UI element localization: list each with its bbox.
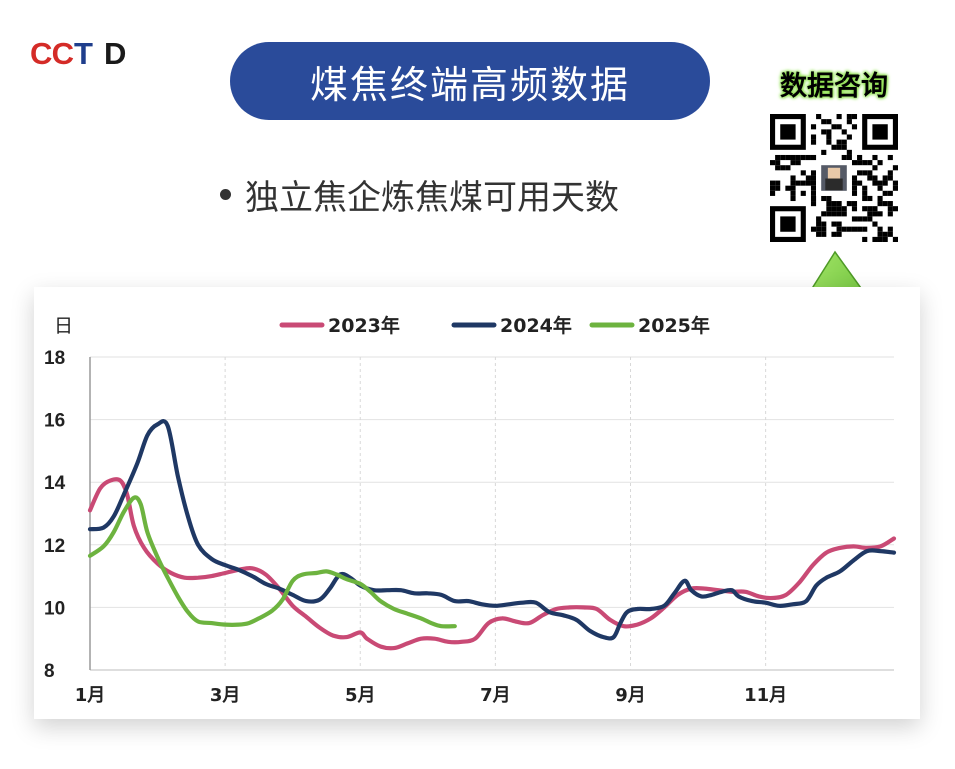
qr-code-icon[interactable] xyxy=(770,114,898,242)
page-title: 煤焦终端高频数据 xyxy=(230,42,710,120)
chart-subtitle-text: 独立焦企炼焦煤可用天数 xyxy=(245,178,619,218)
chart-series-group xyxy=(87,419,897,651)
line-chart: 8 10 12 14 16 18 1月 3月 5月 7月 9月 11月 日 2023年 2024年 2025… xyxy=(44,314,897,706)
y-tick-label: 14 xyxy=(44,473,66,494)
x-tick-label: 3月 xyxy=(210,685,241,706)
legend-label: 2024年 xyxy=(500,314,572,337)
chart-subtitle: 独立焦企炼焦煤可用天数 xyxy=(220,170,619,219)
svg-text:T: T xyxy=(74,36,93,71)
y-tick-label: 10 xyxy=(44,598,65,619)
series-line-2023年 xyxy=(87,477,897,651)
qr-label: 数据咨询 xyxy=(780,71,888,102)
y-axis-label: 日 xyxy=(54,315,73,337)
svg-text:D: D xyxy=(104,36,126,71)
y-tick-label: 12 xyxy=(44,536,65,557)
x-tick-label: 5月 xyxy=(345,685,376,706)
svg-text:CC: CC xyxy=(30,36,74,71)
x-tick-label: 11月 xyxy=(744,685,787,706)
x-tick-label: 7月 xyxy=(480,685,511,706)
y-tick-label: 16 xyxy=(44,411,65,432)
x-tick-label: 9月 xyxy=(615,685,646,706)
series-line-2025年 xyxy=(87,495,457,629)
chart-legend: 2023年 2024年 2025年 xyxy=(279,314,710,337)
chart-axes: 8 10 12 14 16 18 1月 3月 5月 7月 9月 11月 日 xyxy=(44,315,787,706)
y-tick-label: 18 xyxy=(44,348,65,369)
x-tick-label: 1月 xyxy=(75,685,106,706)
y-tick-label: 8 xyxy=(44,661,55,682)
page-title-text: 煤焦终端高频数据 xyxy=(309,62,630,107)
legend-label: 2023年 xyxy=(328,314,400,337)
legend-label: 2025年 xyxy=(638,314,710,337)
series-line-2024年 xyxy=(87,419,897,641)
cctd-logo: CC T D xyxy=(30,36,126,71)
bullet-icon xyxy=(220,189,231,200)
chart-card xyxy=(34,287,920,719)
